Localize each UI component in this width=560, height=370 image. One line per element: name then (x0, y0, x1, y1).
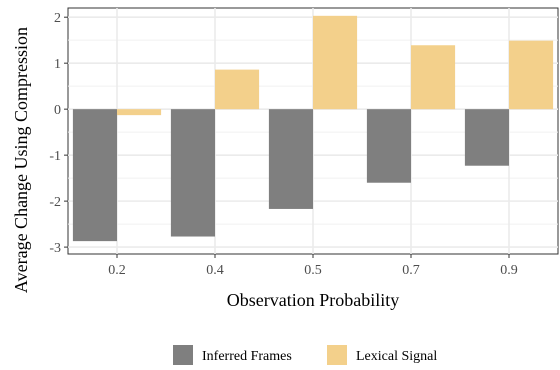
bar-lexical-signal-0-4 (215, 69, 260, 110)
bar-inferred-frames-0-2 (72, 109, 117, 242)
x-axis-title: Observation Probability (227, 290, 399, 310)
y-tick-label: 0 (54, 103, 61, 118)
bar-lexical-signal-0-9 (509, 40, 554, 110)
y-axis-title: Average Change Using Compression (11, 27, 31, 293)
legend-swatch-lexical-signal (327, 345, 347, 365)
x-tick-label: 0.5 (304, 263, 322, 278)
x-tick-label: 0.9 (500, 263, 518, 278)
legend: Inferred Frames Lexical Signal (173, 345, 437, 365)
bar-lexical-signal-0-7 (411, 45, 456, 110)
y-tick-label: 1 (54, 57, 61, 72)
x-axis-ticks: 0.2 0.4 0.5 0.7 0.9 (108, 254, 518, 278)
bar-lexical-signal-0-2 (117, 109, 162, 116)
x-tick-label: 0.2 (108, 263, 126, 278)
bar-inferred-frames-0-9 (464, 109, 509, 166)
y-tick-label: -2 (49, 195, 61, 210)
legend-label-lexical-signal: Lexical Signal (356, 349, 437, 364)
bar-lexical-signal-0-5 (313, 15, 358, 110)
y-tick-label: -3 (49, 241, 61, 256)
y-tick-label: -1 (49, 149, 61, 164)
y-tick-label: 2 (54, 11, 61, 26)
x-tick-label: 0.4 (206, 263, 224, 278)
legend-swatch-inferred-frames (173, 345, 193, 365)
y-axis-ticks: -3 -2 -1 0 1 2 (49, 11, 68, 256)
x-tick-label: 0.7 (402, 263, 420, 278)
bar-inferred-frames-0-5 (268, 109, 313, 209)
bar-inferred-frames-0-4 (170, 109, 215, 237)
bar-inferred-frames-0-7 (366, 109, 411, 183)
legend-label-inferred-frames: Inferred Frames (202, 349, 292, 364)
bars (72, 15, 554, 242)
